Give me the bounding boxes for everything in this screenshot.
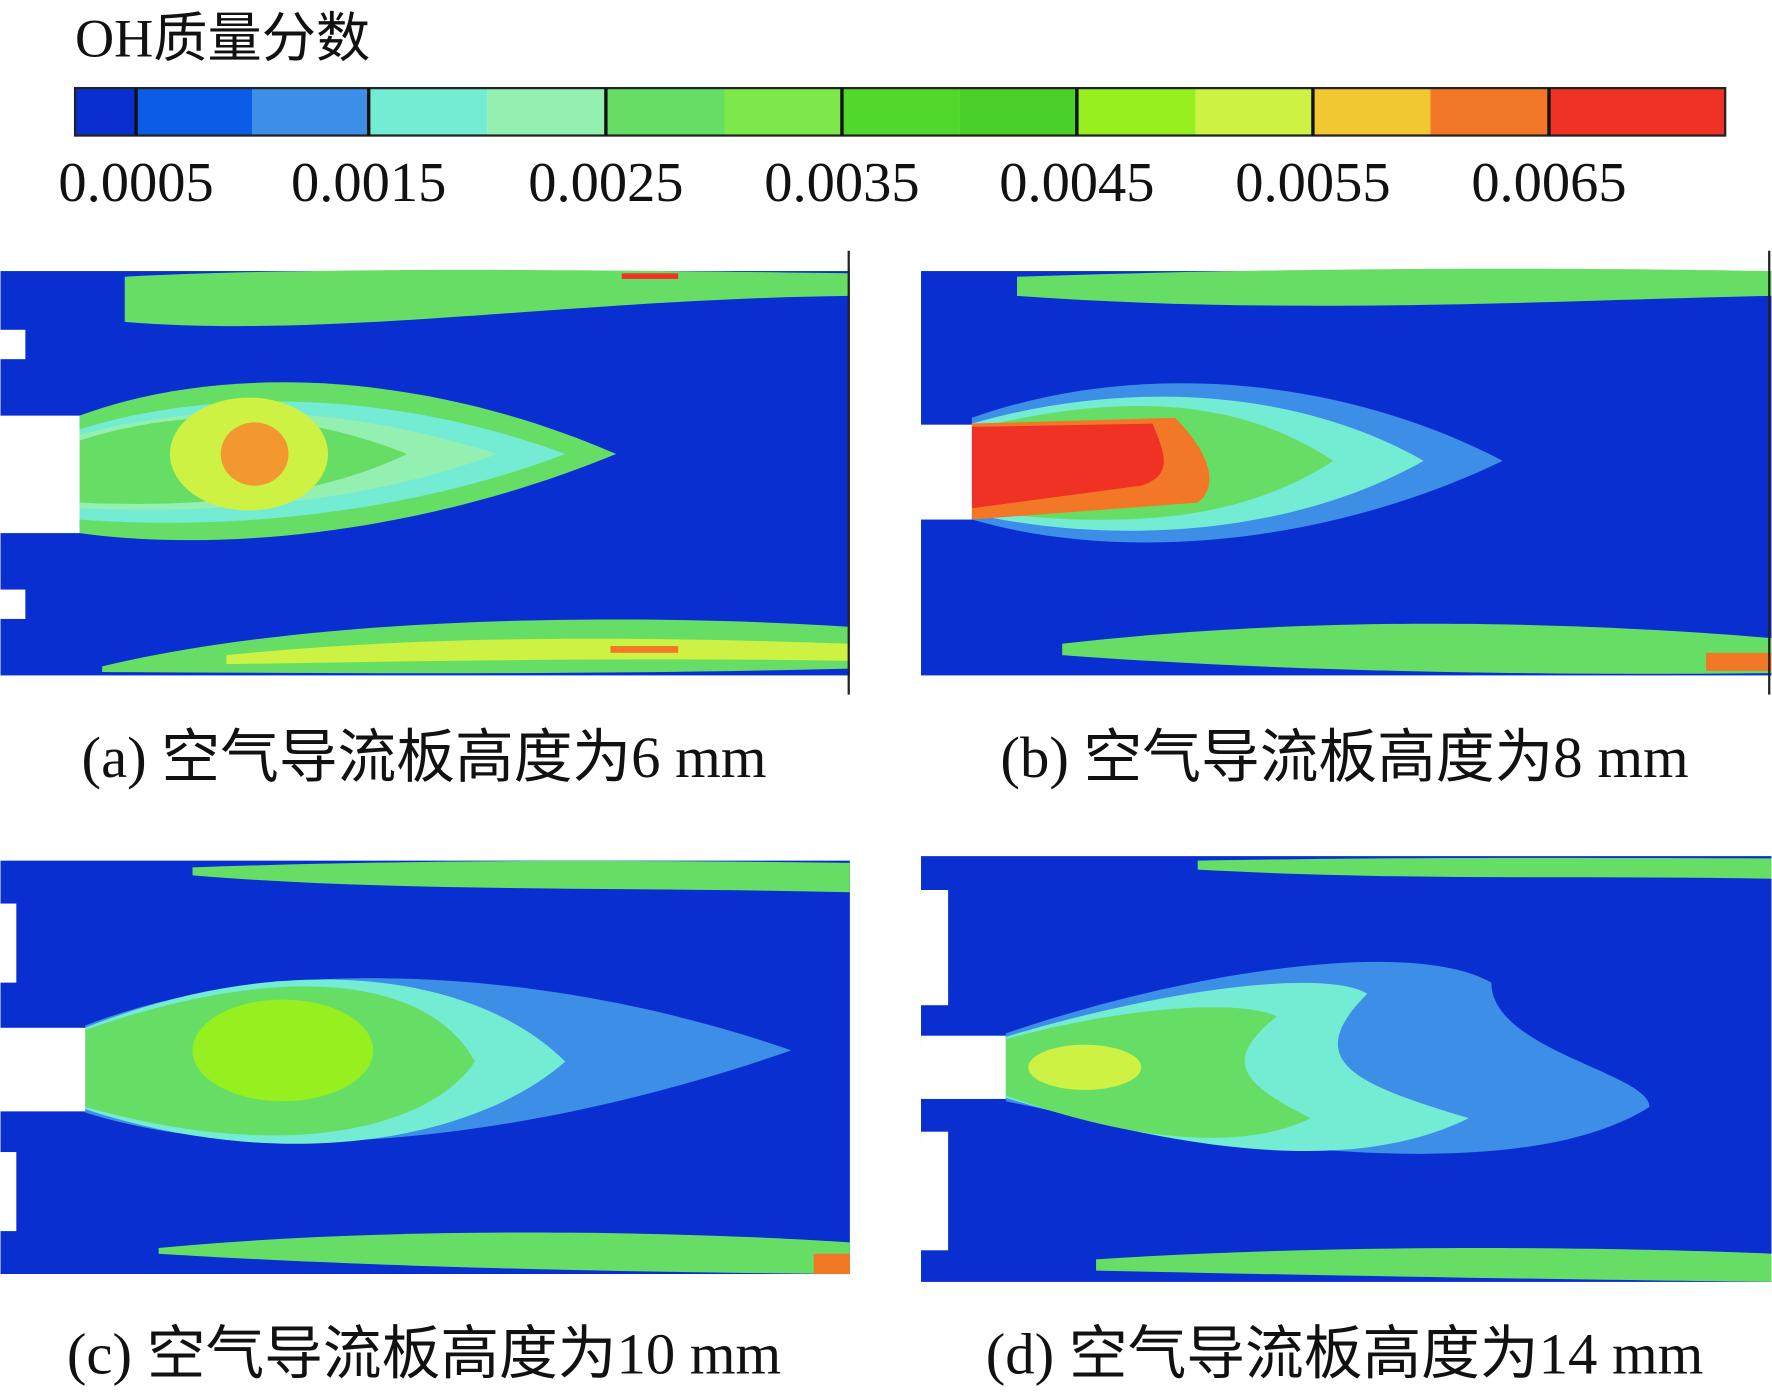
colorbar-tick-label: 0.0055 [1235, 152, 1390, 214]
caption: (c) 空气导流板高度为10 mm [67, 1321, 781, 1386]
caption: (b) 空气导流板高度为8 mm [1000, 725, 1688, 790]
panel-a [0, 250, 850, 695]
panel-b [921, 250, 1772, 695]
colorbar-tick-label: 0.0005 [58, 152, 213, 214]
colorbar-tick-label: 0.0035 [764, 152, 919, 214]
colorbar-tick-label: 0.0025 [528, 152, 683, 214]
caption: (a) 空气导流板高度为6 mm [82, 725, 767, 790]
colorbar-title: OH质量分数 [75, 8, 370, 68]
colorbar-tick-label: 0.0065 [1471, 152, 1626, 214]
colorbar-tick-label: 0.0015 [291, 152, 446, 214]
panel-c [0, 860, 850, 1275]
colorbar-tick-label: 0.0045 [999, 152, 1154, 214]
panel-d [921, 856, 1772, 1282]
colorbar [73, 86, 1727, 137]
caption: (d) 空气导流板高度为14 mm [986, 1321, 1704, 1386]
